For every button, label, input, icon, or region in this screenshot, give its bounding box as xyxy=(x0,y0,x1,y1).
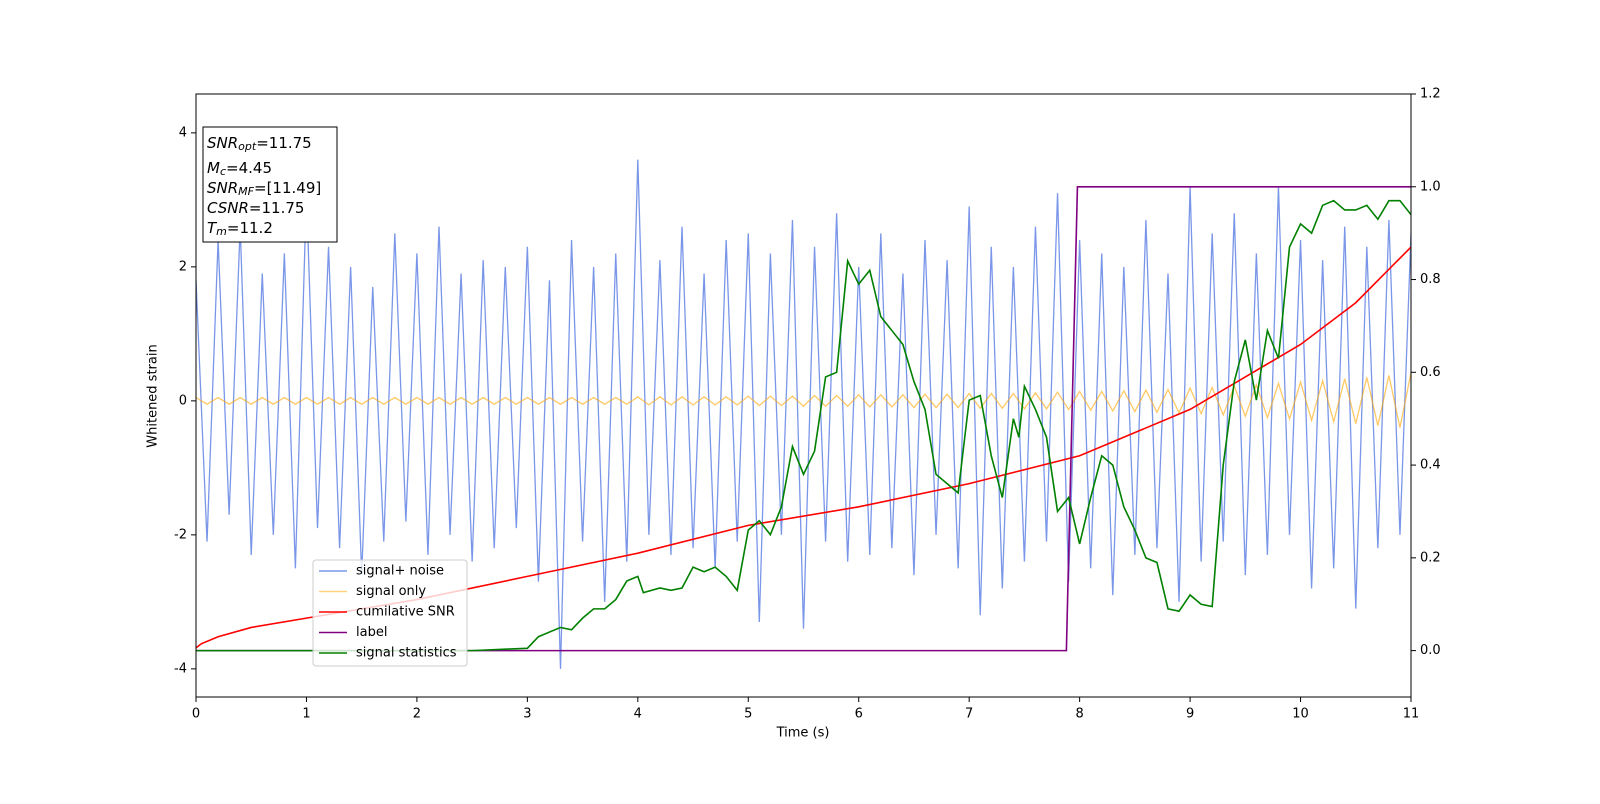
x-axis-label: Time (s) xyxy=(776,726,830,741)
y2-tick-label: 0.4 xyxy=(1420,458,1441,473)
legend-label: signal+ noise xyxy=(356,564,444,579)
x-tick-label: 10 xyxy=(1292,707,1309,722)
x-tick-label: 4 xyxy=(634,707,642,722)
annotation-text: =[11.49] xyxy=(254,179,321,197)
legend-label: label xyxy=(356,625,387,640)
series-line xyxy=(196,372,1411,428)
y2-tick-label: 0.8 xyxy=(1420,272,1441,287)
annotation: CSNR=11.75 xyxy=(207,199,304,217)
y-tick-label: 2 xyxy=(179,259,187,274)
legend-label: signal statistics xyxy=(356,646,457,661)
annotation-sub: c xyxy=(220,165,226,178)
annotation: SNRMF=[11.49] xyxy=(207,179,321,199)
x-tick-label: 8 xyxy=(1075,707,1083,722)
x-tick-label: 0 xyxy=(192,707,200,722)
annotation-base: M xyxy=(207,159,220,177)
legend-label: signal only xyxy=(356,584,426,599)
annotation-base: T xyxy=(207,219,218,237)
y2-tick-label: 1.2 xyxy=(1420,87,1441,102)
x-tick-label: 9 xyxy=(1186,707,1194,722)
legend: signal+ noise signal only cumilative SNR la… xyxy=(312,559,468,667)
x-tick-label: 5 xyxy=(744,707,752,722)
annotation-sub: opt xyxy=(238,140,257,153)
y-tick-label: -2 xyxy=(174,527,187,542)
annotation-text: =11.75 xyxy=(256,134,312,152)
annotation-sub: MF xyxy=(238,185,254,198)
annotation-text: =11.2 xyxy=(227,219,273,237)
series-line xyxy=(196,199,1411,652)
y2-tick-label: 1.0 xyxy=(1420,179,1441,194)
x-tick-label: 11 xyxy=(1403,707,1420,722)
series-line xyxy=(196,159,1411,669)
annotation: SNRopt=11.75 xyxy=(207,134,312,154)
y-tick-label: 4 xyxy=(179,125,187,140)
annotation-sub: m xyxy=(216,225,227,238)
annotation-text: =11.75 xyxy=(249,199,305,217)
annotation-box: SNRopt=11.75Mc=4.45SNRMF=[11.49]CSNR=11.… xyxy=(202,126,338,243)
x-tick-label: 1 xyxy=(302,707,310,722)
legend-frame xyxy=(312,559,468,667)
annotation: Tm=11.2 xyxy=(207,219,273,239)
legend-label: cumilative SNR xyxy=(356,605,455,620)
series-line xyxy=(196,246,1411,649)
annotation-base: CSNR xyxy=(207,199,249,217)
x-tick-label: 6 xyxy=(855,707,863,722)
y2-tick-label: 0.0 xyxy=(1420,643,1441,658)
annotation-base: SNR xyxy=(207,179,238,197)
plot-area xyxy=(196,159,1411,669)
axes-frame xyxy=(195,93,1412,698)
annotation-frame xyxy=(202,126,338,243)
y-tick-label: 0 xyxy=(179,393,187,408)
annotation-text: =4.45 xyxy=(226,159,272,177)
y-axis-label: Whitened strain xyxy=(146,344,161,447)
x-tick-label: 2 xyxy=(413,707,421,722)
y2-tick-label: 0.2 xyxy=(1420,550,1441,565)
y2-tick-label: 0.6 xyxy=(1420,365,1441,380)
x-tick-label: 3 xyxy=(523,707,531,722)
series-line xyxy=(196,185,1411,652)
annotation: Mc=4.45 xyxy=(207,159,272,179)
x-tick-label: 7 xyxy=(965,707,973,722)
y-tick-label: -4 xyxy=(174,661,187,676)
annotation-base: SNR xyxy=(207,134,238,152)
